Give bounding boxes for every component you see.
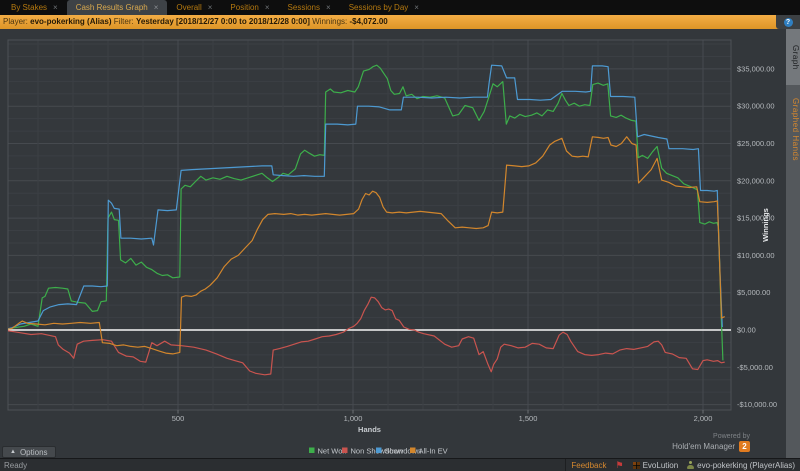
svg-text:$20,000.00: $20,000.00 xyxy=(737,176,775,185)
status-bar: Ready Feedback ⚑ EvoLution evo-pokerking… xyxy=(0,458,800,471)
tab-by-stakes[interactable]: By Stakes × xyxy=(2,0,67,15)
tab-label: By Stakes xyxy=(11,3,48,12)
svg-text:-$10,000.00: -$10,000.00 xyxy=(737,400,777,409)
tab-cash-results-graph[interactable]: Cash Results Graph × xyxy=(66,0,168,15)
svg-text:$25,000.00: $25,000.00 xyxy=(737,139,775,148)
svg-text:Showdown: Showdown xyxy=(385,447,422,456)
report-tab-bar: By Stakes × Cash Results Graph × Overall… xyxy=(0,0,800,15)
svg-text:Winnings: Winnings xyxy=(761,208,770,242)
close-icon[interactable]: × xyxy=(326,3,331,12)
player-alias-label: evo-pokerking (PlayerAlias) xyxy=(697,460,795,470)
filter-value: Yesterday [2018/12/27 0:00 to 2018/12/28… xyxy=(135,17,310,26)
tab-sessions[interactable]: Sessions × xyxy=(279,0,340,15)
filter-label: Filter: xyxy=(113,17,134,26)
right-side-tabs: Graph Graphed Hands xyxy=(786,29,800,458)
caret-up-icon: ▲ xyxy=(10,449,16,455)
tab-label: Cash Results Graph xyxy=(75,3,148,12)
winnings-chart-svg: -$10,000.00 -$5,000.00 $0.00 $5,000.00 $10,0… xyxy=(7,39,777,456)
options-button[interactable]: ▲ Options xyxy=(2,446,56,458)
winnings-label: Winnings: xyxy=(312,17,348,26)
tab-label: Overall xyxy=(176,3,202,12)
svg-text:$5,000.00: $5,000.00 xyxy=(737,288,770,297)
svg-text:Hands: Hands xyxy=(358,425,381,434)
side-tab-graphed-hands[interactable]: Graphed Hands xyxy=(791,97,800,161)
status-ready-text: Ready xyxy=(4,460,28,470)
evolution-label: EvoLution xyxy=(642,460,679,470)
player-label: Player: xyxy=(3,17,28,26)
tab-label: Sessions by Day xyxy=(348,3,409,12)
close-icon[interactable]: × xyxy=(53,3,58,12)
svg-text:Net Won: Net Won xyxy=(318,447,347,456)
side-tab-graph[interactable]: Graph xyxy=(786,29,800,85)
svg-text:500: 500 xyxy=(172,414,185,423)
svg-text:$35,000.00: $35,000.00 xyxy=(737,64,775,73)
powered-by-block: Powered by Hold'em Manager 2 xyxy=(638,433,750,452)
tab-position[interactable]: Position × xyxy=(221,0,278,15)
svg-text:-$5,000.00: -$5,000.00 xyxy=(737,363,773,372)
holdem-manager-text: Hold'em Manager xyxy=(672,442,735,451)
player-filter-bar: Player: evo-pokerking (Alias) Filter: Ye… xyxy=(0,15,800,29)
svg-text:$10,000.00: $10,000.00 xyxy=(737,251,775,260)
hm2-logo-icon: 2 xyxy=(739,441,750,452)
svg-text:$15,000.00: $15,000.00 xyxy=(737,214,775,223)
grid-icon xyxy=(632,461,640,469)
player-value: evo-pokerking (Alias) xyxy=(30,17,112,26)
svg-text:1,000: 1,000 xyxy=(344,414,363,423)
winnings-chart: -$10,000.00 -$5,000.00 $0.00 $5,000.00 $10,0… xyxy=(0,28,786,458)
options-label: Options xyxy=(19,447,48,457)
svg-text:$30,000.00: $30,000.00 xyxy=(737,102,775,111)
svg-text:All-In EV: All-In EV xyxy=(419,447,448,456)
help-icon[interactable]: ? xyxy=(783,17,793,27)
tab-overall[interactable]: Overall × xyxy=(167,0,221,15)
close-icon[interactable]: × xyxy=(264,3,270,12)
tab-sessions-by-day[interactable]: Sessions by Day × xyxy=(340,0,428,15)
player-status-item[interactable]: evo-pokerking (PlayerAlias) xyxy=(687,461,795,470)
close-icon[interactable]: × xyxy=(414,3,419,12)
flag-icon[interactable]: ⚑ xyxy=(615,459,624,470)
person-icon xyxy=(687,461,695,469)
svg-text:1,500: 1,500 xyxy=(519,414,538,423)
close-icon[interactable]: × xyxy=(207,3,213,12)
feedback-link[interactable]: Feedback xyxy=(571,460,607,470)
tab-label: Sessions xyxy=(287,3,321,12)
close-icon[interactable]: × xyxy=(153,3,159,12)
winnings-value: -$4,072.00 xyxy=(349,17,388,26)
evolution-status-item[interactable]: EvoLution xyxy=(632,460,679,470)
svg-text:2,000: 2,000 xyxy=(694,414,713,423)
help-box: ? xyxy=(776,15,800,29)
svg-text:$0.00: $0.00 xyxy=(737,326,756,335)
tab-label: Position xyxy=(230,3,259,12)
powered-by-text: Powered by xyxy=(713,433,750,440)
status-bar-right: Feedback ⚑ EvoLution evo-pokerking (Play… xyxy=(565,459,800,471)
